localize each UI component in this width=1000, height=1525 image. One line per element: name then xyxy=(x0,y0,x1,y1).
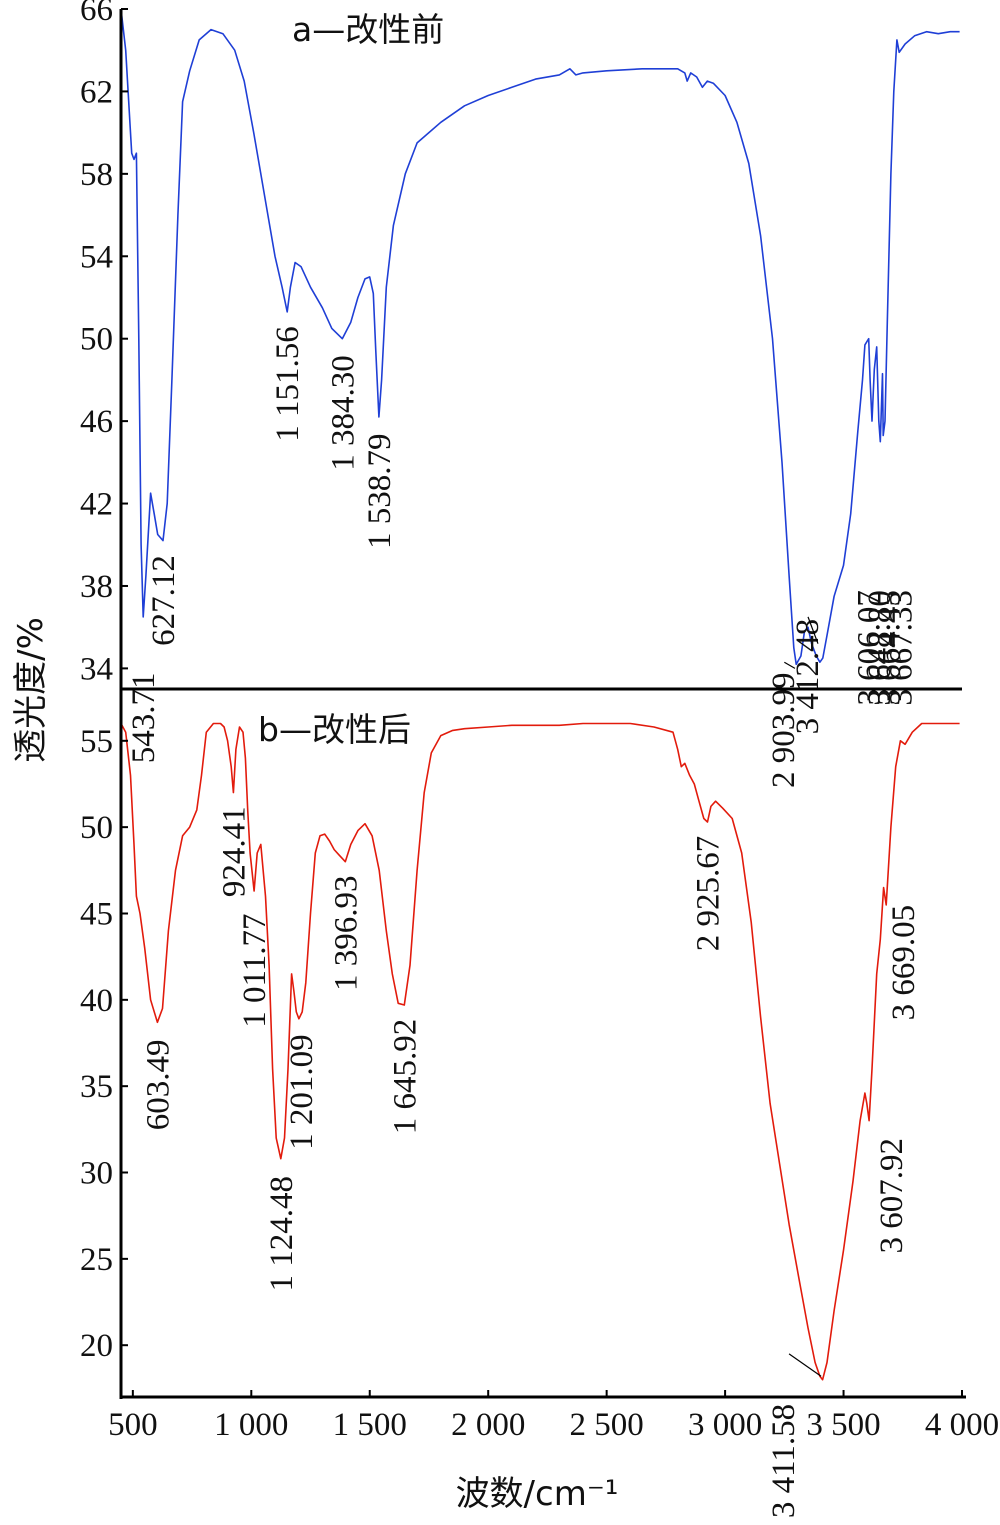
peak-label: 924.41 xyxy=(216,806,252,897)
spectrum-line-a xyxy=(120,8,960,666)
y-tick-label-a: 66 xyxy=(80,0,113,28)
leader-line xyxy=(807,616,819,644)
y-tick-label-b: 55 xyxy=(80,724,113,760)
y-tick-label-b: 20 xyxy=(80,1328,113,1364)
x-axis-label: 波数/cm⁻¹ xyxy=(456,1474,619,1514)
y-tick-label-a: 62 xyxy=(80,74,113,110)
peak-label: 3 669.05 xyxy=(886,905,922,1021)
y-tick-label-b: 25 xyxy=(80,1242,113,1278)
peak-label: 1 124.48 xyxy=(264,1176,300,1292)
x-tick-label: 4 000 xyxy=(925,1407,999,1443)
y-tick-label-b: 30 xyxy=(80,1156,113,1192)
x-tick-label: 1 000 xyxy=(214,1407,288,1443)
leader-line xyxy=(784,661,796,669)
peak-label: 543.71 xyxy=(126,673,162,764)
panel-title-a: a—改性前 xyxy=(292,10,444,49)
peak-label: 1 645.92 xyxy=(387,1019,423,1135)
y-tick-label-a: 54 xyxy=(80,239,113,275)
peak-label: 3 607.92 xyxy=(874,1138,910,1254)
leader-line xyxy=(788,1353,822,1377)
peak-label: 603.49 xyxy=(140,1040,176,1131)
peak-label: 1 151.56 xyxy=(270,326,306,442)
x-tick-label: 3 000 xyxy=(688,1407,762,1443)
x-tick-label: 2 500 xyxy=(570,1407,644,1443)
panel-b: 20 25 30 35 40 45 50 55 b—改性后 603.49 924.41 1 011.7… xyxy=(80,710,960,1518)
peak-label: 3 648.80 xyxy=(862,590,898,706)
peak-label: 1 538.79 xyxy=(362,434,398,550)
y-tick-label-a: 34 xyxy=(80,651,113,687)
y-tick-label-b: 45 xyxy=(80,896,113,932)
peak-label: 3 664.45 xyxy=(872,590,908,706)
peak-label: 2 903.99 xyxy=(766,673,802,789)
y-tick-label-b: 40 xyxy=(80,983,113,1019)
peak-label: 3 667.33 xyxy=(883,590,919,706)
peak-label: 1 396.93 xyxy=(328,876,364,992)
y-tick-label-b: 35 xyxy=(80,1069,113,1105)
peak-label: 3 411.58 xyxy=(766,1404,802,1518)
peak-label: 1 384.30 xyxy=(325,355,361,471)
peak-label: 1 011.77 xyxy=(237,914,273,1028)
peak-label: 3 606.07 xyxy=(852,590,888,706)
y-tick-label-a: 38 xyxy=(80,569,113,605)
y-tick-label-a: 42 xyxy=(80,487,113,523)
peak-label: 2 925.67 xyxy=(691,836,727,952)
chart-axes: 500 1 000 1 500 2 000 2 500 3 000 3 500 4 000 xyxy=(108,9,999,1443)
x-tick-label: 500 xyxy=(108,1407,158,1443)
y-tick-label-a: 46 xyxy=(80,404,113,440)
peak-label: 627.12 xyxy=(146,555,182,646)
spectrum-line-b xyxy=(120,722,960,1381)
panel-a: 34 38 42 46 50 54 58 62 66 a—改性前 543.71 627.12 1 151… xyxy=(80,0,960,788)
x-tick-label: 2 000 xyxy=(451,1407,525,1443)
y-tick-label-a: 50 xyxy=(80,322,113,358)
y-tick-label-b: 50 xyxy=(80,810,113,846)
x-tick-label: 1 500 xyxy=(333,1407,407,1443)
panel-title-b: b—改性后 xyxy=(258,710,411,749)
peak-label: 1 201.09 xyxy=(284,1034,320,1150)
x-tick-label: 3 500 xyxy=(806,1407,880,1443)
peak-label: 3 412.48 xyxy=(790,619,826,735)
y-tick-label-a: 58 xyxy=(80,157,113,193)
y-axis-label: 透光度/% xyxy=(11,617,51,763)
